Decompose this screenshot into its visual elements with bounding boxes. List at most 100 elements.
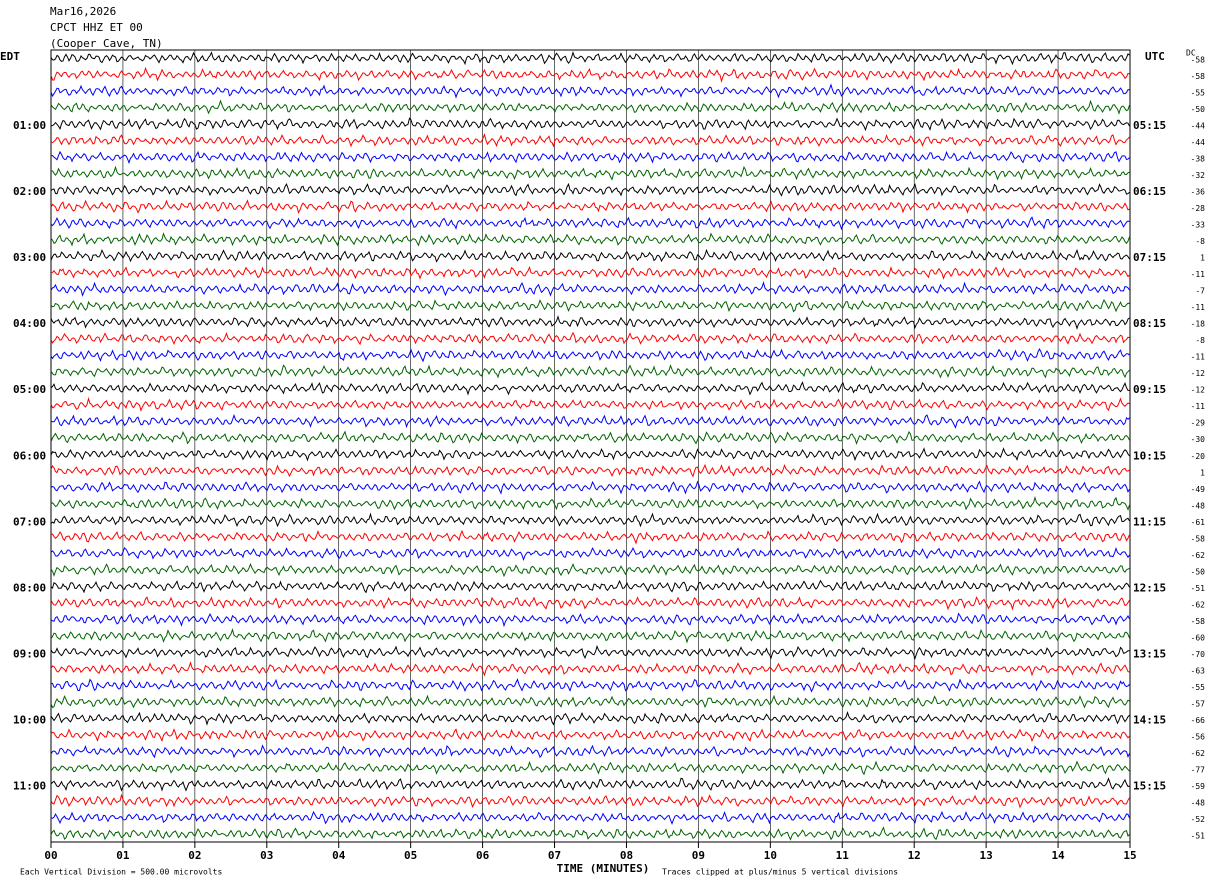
dc-offset: -28: [1191, 204, 1206, 213]
x-tick-label: 01: [116, 849, 130, 862]
trace: [50, 826, 1130, 841]
dc-offset: -51: [1191, 832, 1206, 841]
dc-offset: -58: [1191, 617, 1206, 626]
trace: [50, 396, 1130, 412]
right-hour-label: 10:15: [1133, 449, 1166, 462]
trace: [50, 83, 1130, 99]
dc-offset: -50: [1191, 105, 1206, 114]
dc-offset: -52: [1191, 815, 1206, 824]
dc-offset: -18: [1191, 320, 1206, 329]
x-tick-label: 13: [980, 849, 993, 862]
header-line: (Cooper Cave, TN): [50, 37, 163, 50]
dc-offset: -11: [1191, 270, 1206, 279]
trace: [50, 248, 1130, 263]
x-tick-label: 07: [548, 849, 561, 862]
left-hour-label: 01:00: [13, 119, 46, 132]
dc-offset: -62: [1191, 551, 1206, 560]
dc-offset: -62: [1191, 600, 1206, 609]
trace: [50, 579, 1130, 594]
left-hour-label: 07:00: [13, 515, 46, 528]
trace: [50, 280, 1130, 297]
trace: [50, 612, 1130, 628]
left-hour-label: 08:00: [13, 581, 46, 594]
left-hour-label: 06:00: [13, 449, 46, 462]
trace: [50, 66, 1130, 83]
trace: [50, 744, 1130, 759]
dc-offset: -11: [1191, 402, 1206, 411]
trace: [50, 150, 1130, 165]
dc-offset: -63: [1191, 666, 1206, 675]
x-tick-label: 05: [404, 849, 417, 862]
x-tick-label: 02: [188, 849, 201, 862]
trace: [50, 661, 1130, 677]
x-tick-label: 12: [908, 849, 921, 862]
dc-offset: -56: [1191, 732, 1206, 741]
trace: [50, 480, 1130, 495]
dc-offset: -59: [1191, 782, 1206, 791]
trace: [50, 546, 1130, 561]
dc-offset: -62: [1191, 749, 1206, 758]
trace: [50, 381, 1130, 396]
trace: [50, 711, 1130, 726]
trace: [50, 512, 1130, 528]
trace: [50, 430, 1130, 446]
trace: [50, 331, 1130, 346]
dc-offset: -48: [1191, 501, 1206, 510]
dc-offset: -44: [1191, 122, 1206, 131]
right-hour-label: 09:15: [1133, 383, 1166, 396]
trace: [50, 447, 1130, 462]
trace: [50, 50, 1130, 66]
x-tick-label: 04: [332, 849, 346, 862]
dc-offset: -66: [1191, 716, 1206, 725]
x-axis-label: TIME (MINUTES): [557, 862, 650, 875]
footnote: Each Vertical Division = 500.00 microvol…: [20, 868, 222, 877]
dc-offset: -38: [1191, 155, 1206, 164]
dc-offset: -70: [1191, 650, 1206, 659]
dc-offset: -33: [1191, 221, 1206, 230]
trace: [50, 596, 1130, 611]
header-line: CPCT HHZ ET 00: [50, 21, 143, 34]
right-hour-label: 06:15: [1133, 185, 1166, 198]
right-timezone: UTC: [1145, 50, 1165, 63]
trace: [50, 133, 1130, 148]
dc-offset: -36: [1191, 188, 1206, 197]
left-hour-label: 02:00: [13, 185, 46, 198]
dc-offset: -7: [1195, 287, 1205, 296]
header-line: Mar16,2026: [50, 5, 116, 18]
dc-offset: -20: [1191, 452, 1206, 461]
right-hour-label: 07:15: [1133, 251, 1166, 264]
trace: [50, 182, 1130, 197]
dc-offset: -30: [1191, 435, 1206, 444]
dc-offset: -12: [1191, 386, 1206, 395]
trace: [50, 728, 1130, 743]
dc-offset: -51: [1191, 584, 1206, 593]
dc-offset: -55: [1191, 89, 1206, 98]
left-hour-label: 11:00: [13, 779, 46, 792]
x-tick-label: 03: [260, 849, 273, 862]
trace: [50, 315, 1130, 330]
trace: [50, 299, 1130, 313]
trace: [50, 265, 1130, 280]
trace: [50, 165, 1130, 181]
trace: [50, 463, 1130, 478]
trace: [50, 529, 1130, 545]
trace: [50, 413, 1130, 429]
dc-offset: -44: [1191, 138, 1206, 147]
x-tick-label: 00: [44, 849, 57, 862]
dc-offset: -61: [1191, 518, 1206, 527]
x-tick-label: 14: [1051, 849, 1065, 862]
left-timezone: EDT: [0, 50, 20, 63]
x-tick-label: 11: [836, 849, 850, 862]
dc-offset: -49: [1191, 485, 1206, 494]
dc-offset: -11: [1191, 353, 1206, 362]
trace: [50, 644, 1130, 660]
trace: [50, 99, 1130, 115]
plot-frame: [50, 49, 1131, 843]
dc-offset: -77: [1191, 765, 1206, 774]
left-hour-label: 09:00: [13, 647, 46, 660]
dc-offset: -48: [1191, 798, 1206, 807]
trace: [50, 793, 1130, 809]
dc-offset: -60: [1191, 633, 1206, 642]
dc-offset: -58: [1191, 56, 1206, 65]
